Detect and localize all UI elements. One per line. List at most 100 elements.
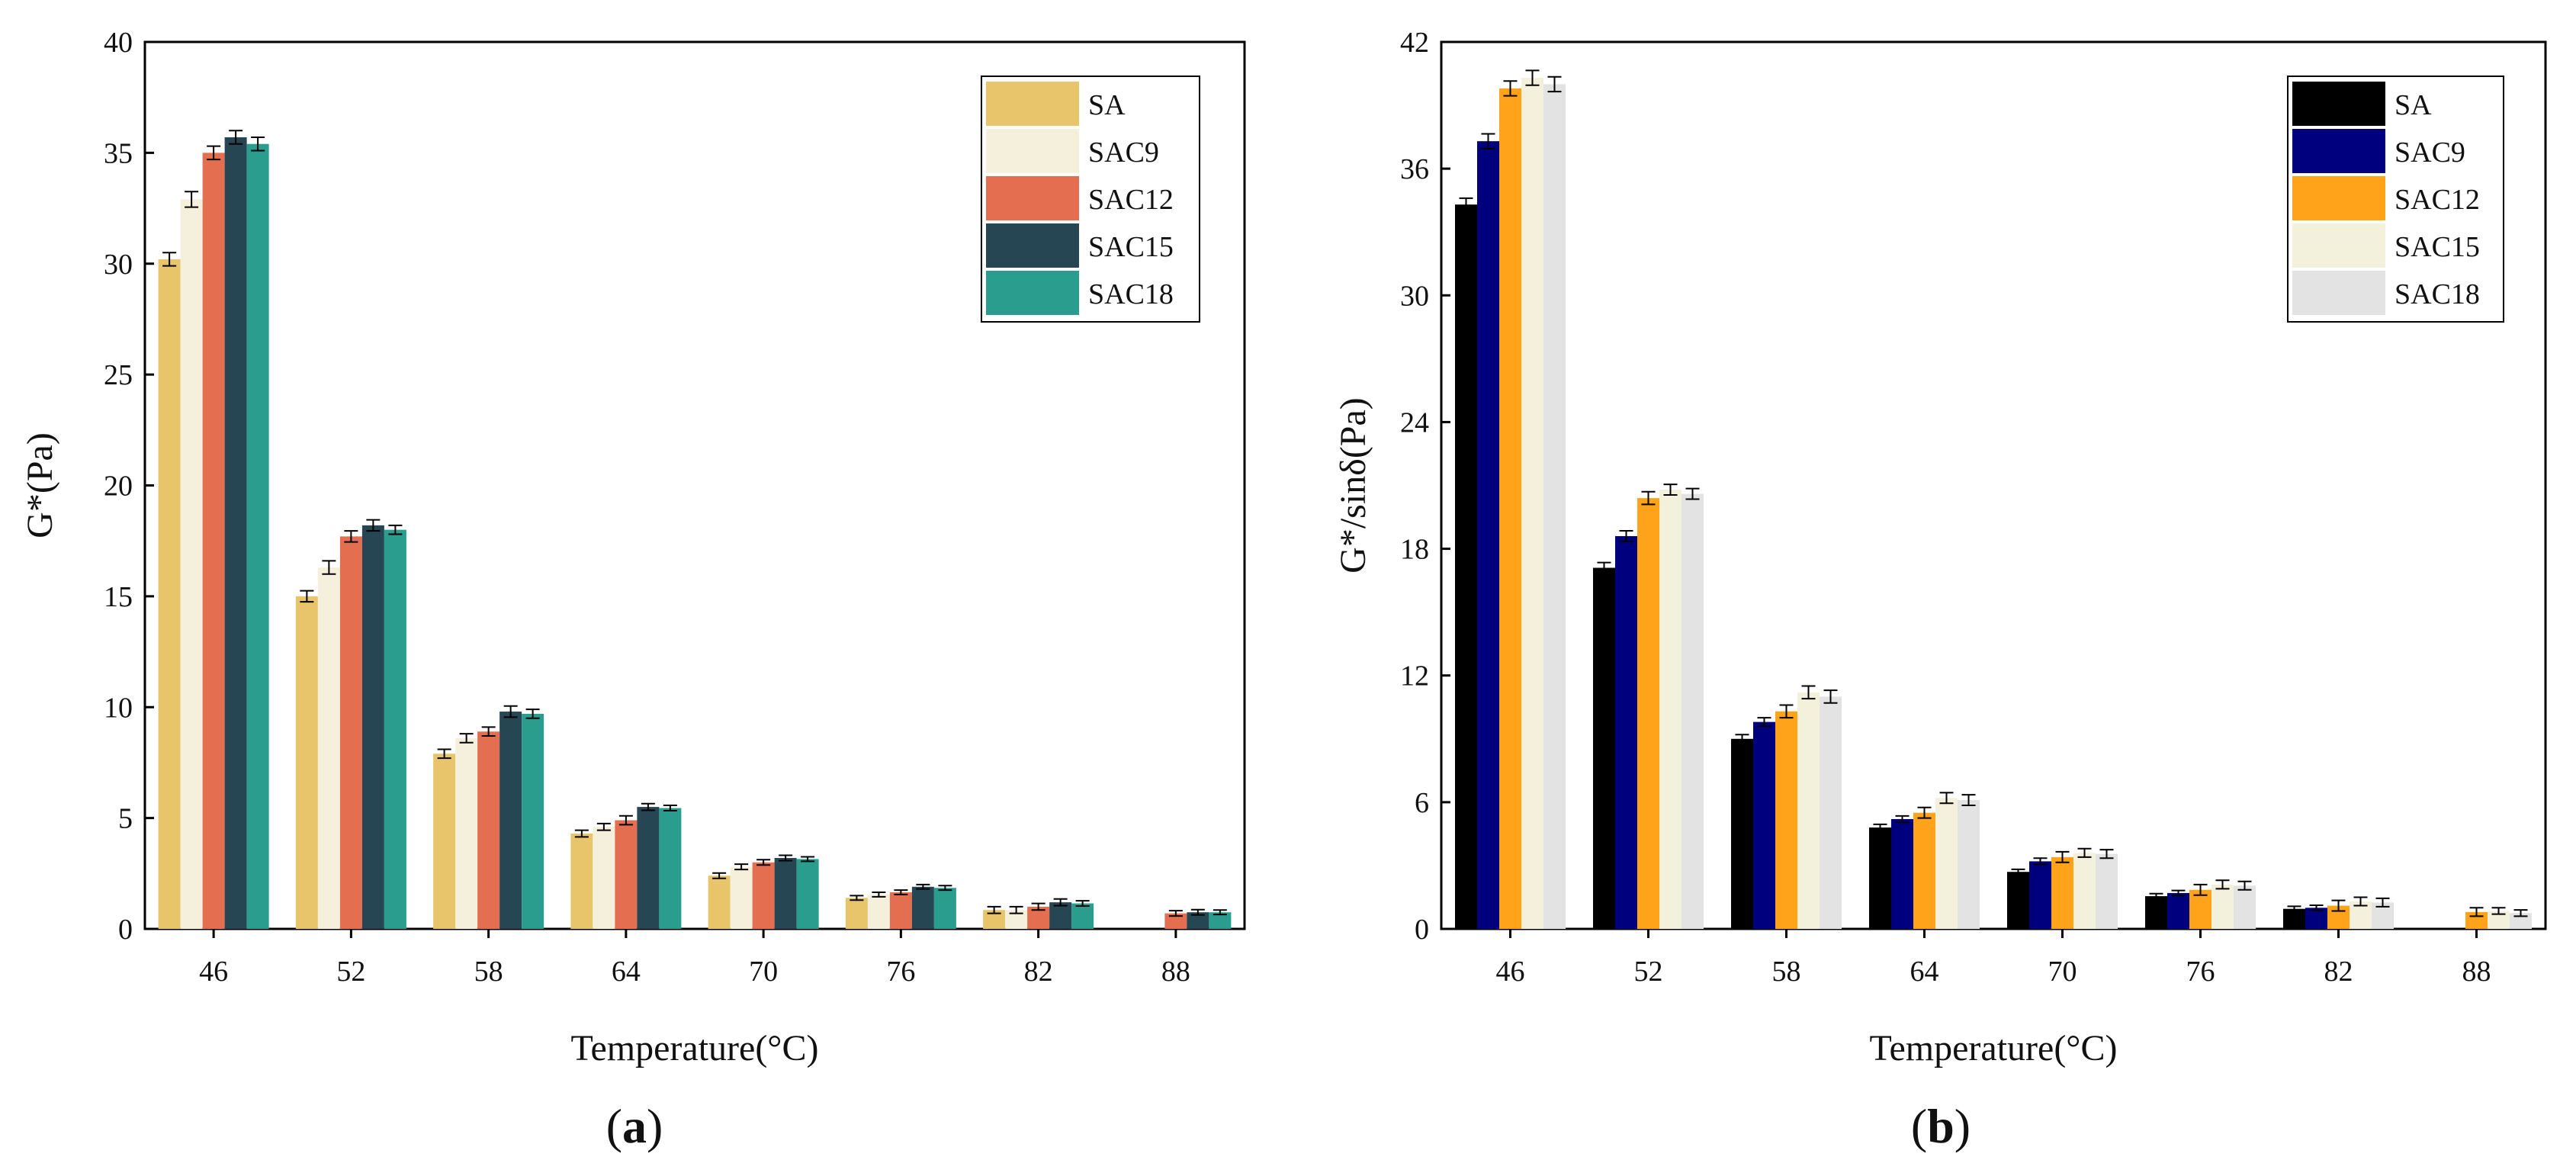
bar-sac12-58 (477, 731, 500, 929)
x-tick-label: 88 (1161, 956, 1190, 988)
legend-swatch-sac9 (986, 129, 1079, 173)
bar-sac12-46 (202, 153, 225, 929)
bar-sac18-76 (933, 888, 956, 929)
bar-sac18-88 (1209, 912, 1232, 929)
bar-sac9-64 (593, 827, 615, 929)
bar-sac18-82 (1071, 903, 1094, 929)
bar-sac12-70 (2051, 856, 2073, 929)
y-tick-label: 0 (118, 914, 133, 946)
bar-sac15-64 (1935, 798, 1958, 929)
bar-sa-70 (2007, 872, 2029, 929)
y-tick-label: 40 (104, 27, 133, 59)
bar-sa-52 (1593, 567, 1615, 929)
bar-sac18-58 (1820, 696, 1842, 929)
bar-sac9-46 (1477, 141, 1499, 929)
x-tick-label: 52 (1634, 956, 1663, 988)
bar-sac9-76 (867, 894, 890, 929)
y-tick-label: 20 (104, 471, 133, 503)
legend-swatch-sac18 (986, 271, 1079, 315)
bar-sac15-88 (2488, 911, 2510, 929)
bar-sac9-58 (455, 737, 478, 929)
legend-label-sac15: SAC15 (2395, 231, 2480, 263)
y-tick-label: 12 (1400, 660, 1429, 692)
bar-sac15-46 (1521, 78, 1543, 929)
bar-sa-70 (708, 876, 731, 929)
legend-label-sac12: SAC12 (1088, 184, 1174, 216)
bar-sac15-70 (2073, 853, 2096, 929)
bar-sac9-76 (2167, 892, 2189, 929)
legend-label-sa: SA (1088, 89, 1126, 121)
legend-label-sa: SA (2395, 89, 2432, 121)
bar-sac9-70 (730, 866, 753, 929)
bar-sac15-58 (499, 712, 522, 929)
legend-label-sac18: SAC18 (2395, 278, 2480, 310)
bar-sac9-58 (1753, 721, 1775, 929)
bar-sac15-82 (1049, 902, 1072, 929)
bar-sac15-64 (637, 807, 660, 929)
x-tick-label: 64 (612, 956, 641, 988)
bar-sac15-76 (2211, 884, 2234, 929)
bar-sac18-52 (1681, 493, 1704, 929)
bar-sac12-58 (1775, 711, 1797, 929)
y-tick-label: 36 (1400, 153, 1429, 185)
bar-sac12-76 (2189, 889, 2211, 929)
x-tick-label: 58 (1772, 956, 1801, 988)
legend-label-sac15: SAC15 (1088, 231, 1174, 263)
bar-sac18-46 (1543, 84, 1566, 929)
x-tick-label: 58 (474, 956, 503, 988)
chart-panel-a: 0 5 10 15 20 25 30 35 40 46 52 58 64 70 76 82 88 Temperat… (20, 27, 1246, 1068)
legend-label-sac9: SAC9 (1088, 137, 1159, 169)
x-tick-label: 88 (2462, 956, 2491, 988)
bar-sac9-70 (2029, 861, 2051, 929)
y-axis-title: G*/sinδ(Pa) (1333, 397, 1373, 574)
bar-sac12-52 (339, 536, 362, 929)
x-tick-label: 70 (2048, 956, 2077, 988)
bar-sac18-70 (2096, 853, 2118, 929)
bar-sac18-64 (1958, 800, 1980, 929)
x-axis-title: Temperature(°C) (570, 1028, 818, 1068)
bar-sa-76 (2145, 896, 2167, 929)
bar-sac15-52 (1659, 490, 1681, 929)
y-tick-label: 18 (1400, 534, 1429, 566)
bar-sac18-46 (246, 143, 269, 929)
bar-sac12-52 (1637, 498, 1659, 929)
bar-sac9-52 (317, 567, 340, 929)
bar-sac15-46 (224, 137, 247, 930)
y-tick-label: 25 (104, 359, 133, 391)
x-tick-label: 76 (886, 956, 915, 988)
legend-swatch-sac12 (2292, 176, 2385, 220)
bar-sac12-76 (889, 892, 912, 929)
panel-label-b: (b) (1911, 1099, 1971, 1153)
bar-sac18-58 (522, 713, 544, 929)
legend-swatch-sa (986, 82, 1079, 126)
bar-sa-64 (1869, 827, 1891, 929)
bar-sac18-88 (2510, 913, 2532, 929)
x-tick-label: 46 (1496, 956, 1525, 988)
y-tick-label: 15 (104, 581, 133, 613)
legend-label-sac12: SAC12 (2395, 184, 2480, 216)
y-tick-label: 30 (1400, 280, 1429, 312)
y-tick-label: 42 (1400, 27, 1429, 59)
bar-sa-82 (2283, 908, 2305, 929)
bar-sac9-46 (180, 199, 203, 929)
bar-sac9-82 (2305, 908, 2327, 929)
y-tick-label: 0 (1415, 914, 1429, 946)
x-tick-label: 70 (749, 956, 778, 988)
bar-sac9-64 (1891, 819, 1913, 929)
legend-swatch-sac12 (986, 176, 1079, 220)
bar-sac18-70 (796, 859, 819, 929)
bar-sa-64 (570, 833, 593, 929)
bar-sac15-70 (774, 857, 797, 929)
bar-sac15-52 (361, 525, 384, 929)
y-tick-label: 35 (104, 137, 133, 169)
y-tick-label: 10 (104, 692, 133, 724)
y-tick-label: 30 (104, 249, 133, 281)
bar-sa-52 (295, 596, 318, 929)
legend-swatch-sac18 (2292, 271, 2385, 315)
x-tick-label: 82 (1024, 956, 1053, 988)
bar-sac12-64 (1913, 812, 1935, 929)
bar-sac9-52 (1615, 535, 1637, 929)
legend-swatch-sa (2292, 82, 2385, 126)
bar-sac18-52 (384, 529, 406, 929)
bar-sac12-88 (1164, 913, 1187, 929)
